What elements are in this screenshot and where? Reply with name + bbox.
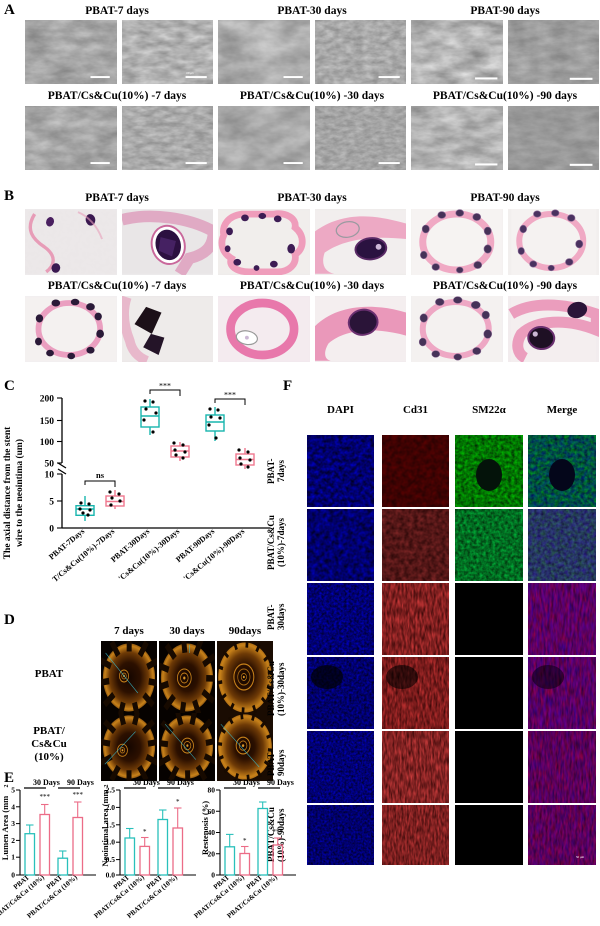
svg-text:50: 50 xyxy=(45,460,55,470)
svg-text:***: *** xyxy=(39,793,50,801)
svg-text:90 Days: 90 Days xyxy=(167,778,194,787)
svg-text:90 Days: 90 Days xyxy=(267,778,294,787)
svg-text:30 Days: 30 Days xyxy=(33,778,60,787)
svg-text:1.5: 1.5 xyxy=(106,820,116,829)
svg-text:The axial distance from the st: The axial distance from the stent xyxy=(3,426,13,559)
svg-text:***: *** xyxy=(159,382,171,391)
svg-text:200: 200 xyxy=(40,395,55,405)
svg-text:4: 4 xyxy=(11,802,15,811)
svg-text:Lumen Area (mm: Lumen Area (mm xyxy=(0,796,10,861)
svg-text:1: 1 xyxy=(11,853,15,862)
svg-text:30 Days: 30 Days xyxy=(133,778,160,787)
svg-text:*: * xyxy=(143,828,147,836)
svg-text:100μm: 100μm xyxy=(185,71,194,75)
svg-text:10: 10 xyxy=(45,471,55,481)
svg-text:60: 60 xyxy=(208,807,216,816)
svg-text:2: 2 xyxy=(4,785,10,788)
svg-text:80: 80 xyxy=(208,786,216,795)
svg-text:0: 0 xyxy=(49,525,54,535)
svg-text:0.0: 0.0 xyxy=(106,871,116,880)
svg-text:2.0: 2.0 xyxy=(106,803,116,812)
svg-text:wire to the neointima (um): wire to the neointima (um) xyxy=(14,439,25,547)
svg-text:2: 2 xyxy=(11,836,15,845)
svg-text:100: 100 xyxy=(40,438,55,448)
svg-text:2.5: 2.5 xyxy=(106,786,116,795)
svg-text:90 Days: 90 Days xyxy=(67,778,94,787)
svg-text:***: *** xyxy=(72,791,83,799)
svg-text:5: 5 xyxy=(11,786,15,795)
svg-text:20: 20 xyxy=(208,849,216,858)
svg-text:0.5: 0.5 xyxy=(106,855,116,864)
svg-text:50 μm: 50 μm xyxy=(576,855,585,859)
svg-text:40: 40 xyxy=(208,828,216,837)
svg-text:***: *** xyxy=(224,391,236,400)
svg-text:*: * xyxy=(176,798,180,806)
svg-text:***: *** xyxy=(272,828,283,836)
svg-text:0: 0 xyxy=(211,871,215,880)
svg-text:*: * xyxy=(243,837,247,845)
svg-text:3: 3 xyxy=(11,819,15,828)
svg-text:ns: ns xyxy=(96,470,105,480)
svg-text:0: 0 xyxy=(11,871,15,880)
svg-text:1.0: 1.0 xyxy=(106,838,116,847)
svg-text:150: 150 xyxy=(40,417,55,427)
svg-text:30 Days: 30 Days xyxy=(233,778,260,787)
svg-text:5: 5 xyxy=(49,498,54,508)
